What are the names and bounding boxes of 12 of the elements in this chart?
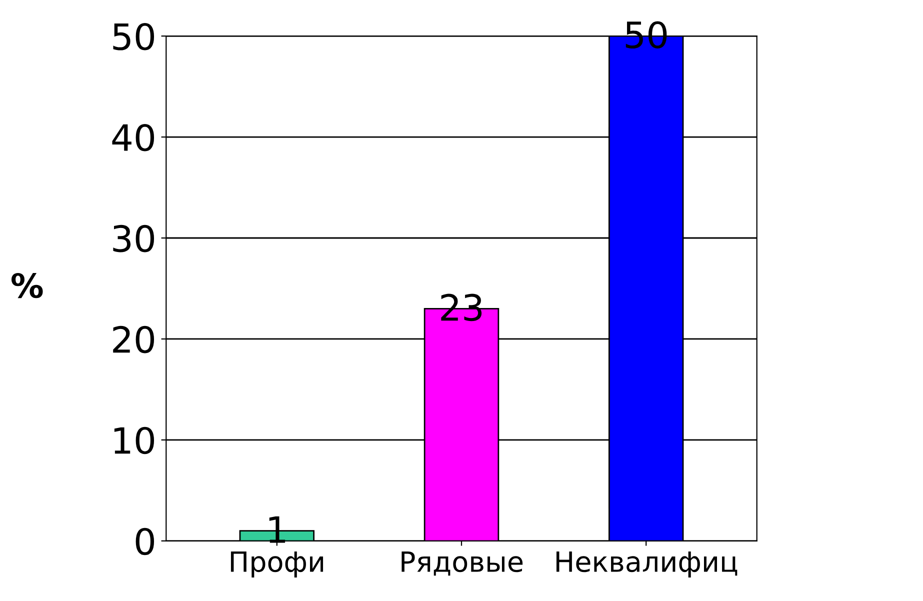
y-tick-label: 50	[113, 22, 154, 50]
y-tick-label: 40	[112, 124, 154, 152]
y-axis-title: %	[12, 272, 43, 298]
y-tick-label: 30	[113, 224, 154, 252]
data-label: 50	[626, 21, 667, 49]
x-tick-label: Неквалифиц	[556, 551, 738, 578]
x-tick-label: Профи	[230, 551, 324, 578]
y-tick-label: 20	[113, 326, 154, 354]
y-tick-label: 0	[136, 528, 154, 556]
x-tick-label: Рядовые	[402, 551, 523, 576]
data-label: 23	[441, 294, 482, 322]
y-tick-label: 10	[114, 426, 154, 454]
